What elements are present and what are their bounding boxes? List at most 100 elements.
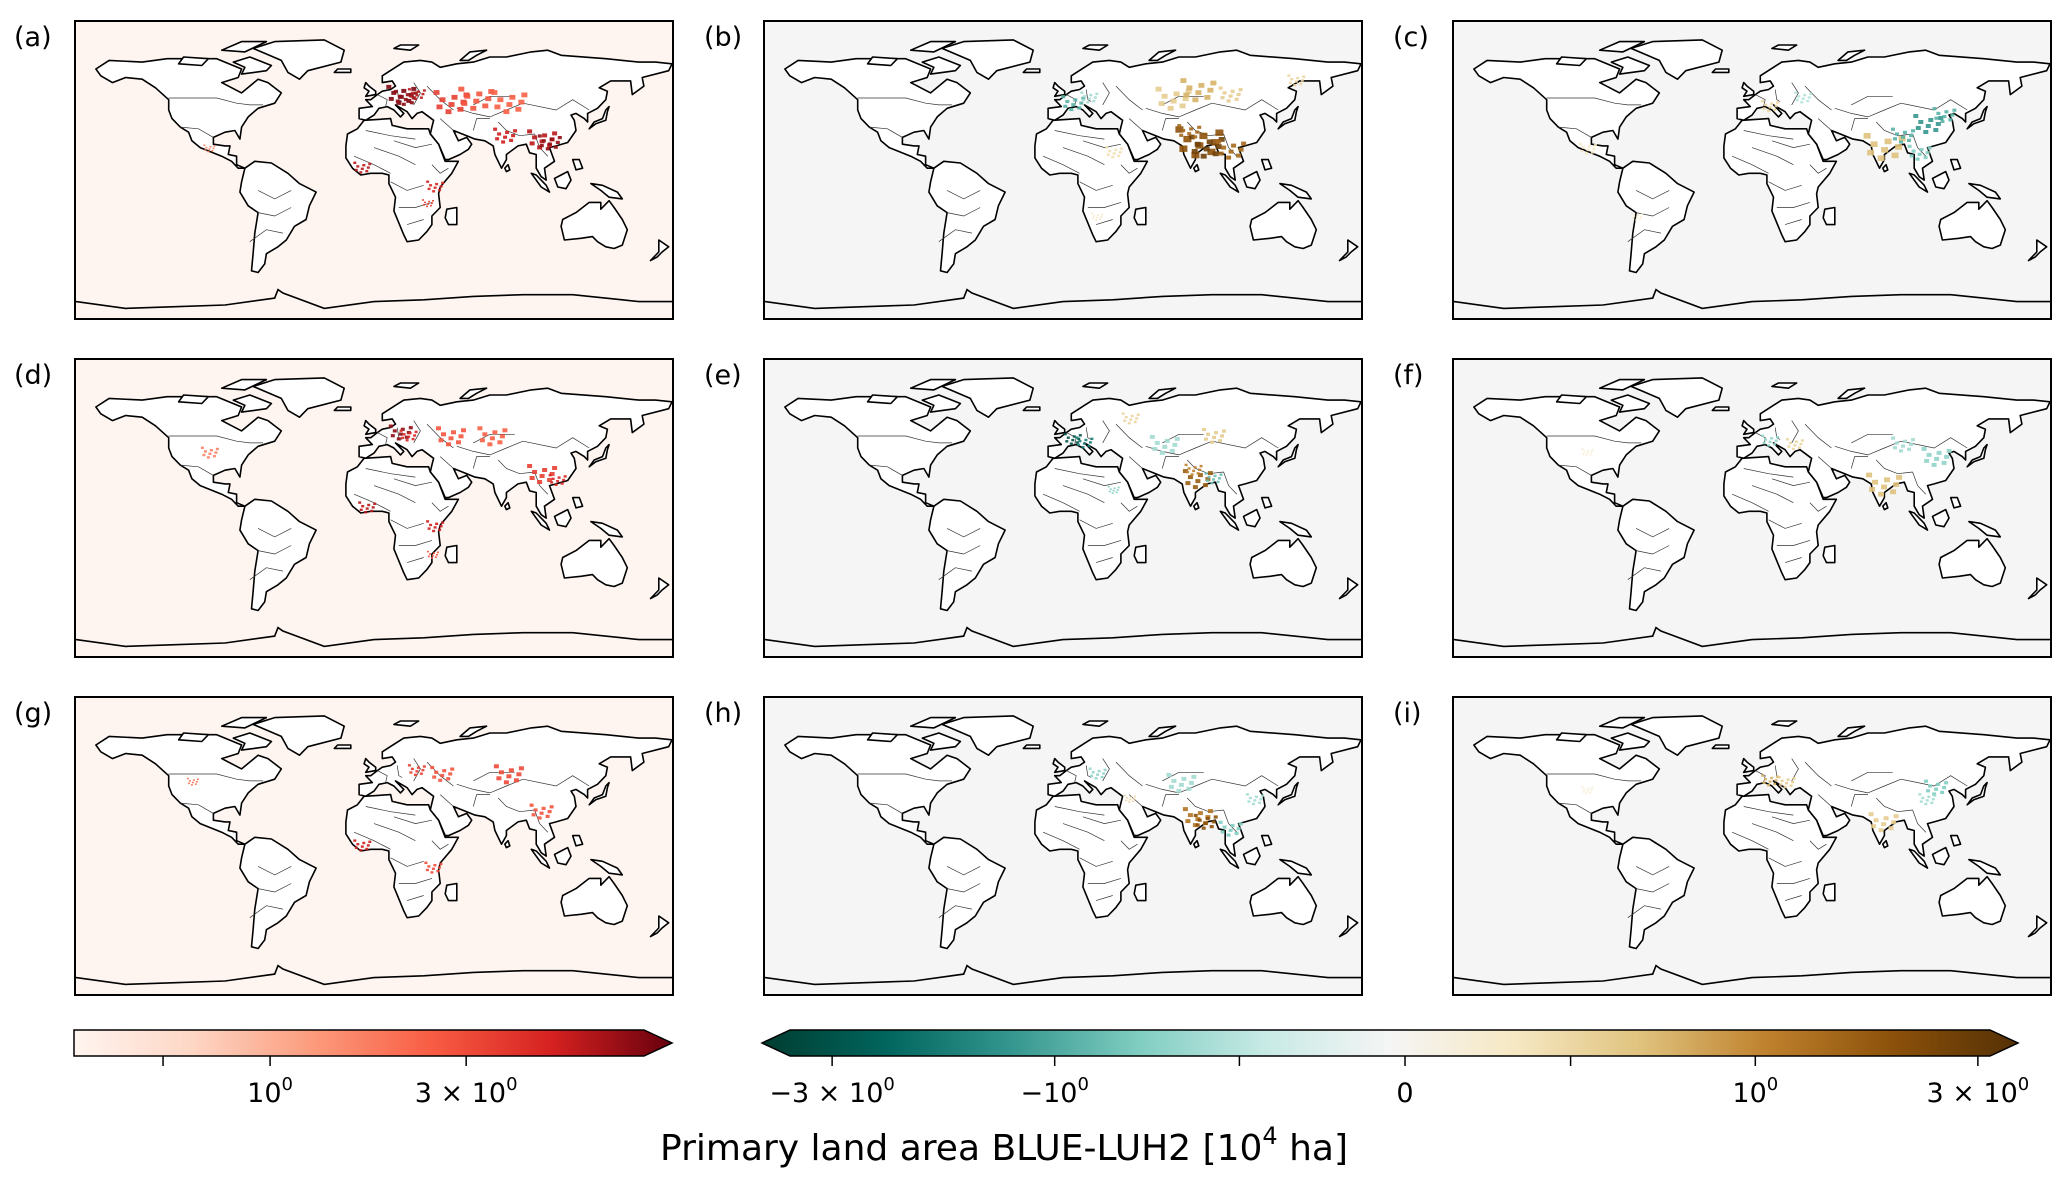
landmass-europeAsia bbox=[1047, 725, 1361, 857]
landmass-newGuinea bbox=[1279, 182, 1313, 200]
data-cell bbox=[435, 554, 438, 556]
antarctica-coast bbox=[76, 626, 672, 648]
colorbar-tick-label: 3 × 100 bbox=[1926, 1074, 2030, 1110]
data-cell bbox=[419, 772, 423, 775]
landmass-northAmerica bbox=[1473, 395, 1661, 507]
country-border bbox=[473, 771, 515, 782]
landmass-southAmerica bbox=[239, 836, 317, 950]
data-cell bbox=[1186, 85, 1193, 91]
data-cell bbox=[552, 131, 558, 136]
landmass-uk bbox=[1741, 81, 1755, 98]
country-border bbox=[373, 485, 416, 504]
data-cell bbox=[1288, 81, 1292, 84]
data-cell bbox=[1081, 96, 1086, 100]
data-cell bbox=[1593, 144, 1597, 147]
data-cell bbox=[1197, 818, 1202, 822]
data-cell bbox=[433, 526, 437, 529]
data-cell bbox=[505, 130, 510, 134]
landmass-svalbard bbox=[1771, 44, 1798, 52]
data-cell bbox=[497, 132, 502, 136]
data-cell bbox=[1774, 104, 1778, 108]
country-border bbox=[1162, 771, 1204, 782]
data-cell bbox=[1190, 473, 1194, 476]
data-cell bbox=[212, 455, 216, 458]
data-cell bbox=[1764, 778, 1768, 781]
landmass-sriLanka bbox=[1881, 839, 1889, 849]
data-cell bbox=[401, 436, 405, 440]
landmass-japan bbox=[1277, 443, 1299, 468]
data-cell bbox=[393, 89, 398, 94]
landmass-philippines bbox=[1260, 834, 1273, 847]
data-cell bbox=[1911, 149, 1916, 153]
data-cell bbox=[1218, 137, 1225, 142]
landmass-iceland bbox=[1022, 68, 1041, 74]
landmass-newGuinea bbox=[1968, 520, 2002, 538]
data-cell bbox=[1761, 774, 1765, 777]
country-border bbox=[1784, 895, 1802, 901]
data-cell bbox=[1934, 787, 1939, 791]
data-cell bbox=[1102, 772, 1106, 775]
map-panel bbox=[74, 358, 674, 658]
landmass-madagascar bbox=[1133, 544, 1147, 564]
colorbar-tick-label: 3 × 100 bbox=[414, 1074, 518, 1110]
data-cell bbox=[1097, 769, 1101, 773]
landmass-svalbard bbox=[1082, 382, 1109, 390]
data-cell bbox=[186, 777, 189, 780]
country-border bbox=[1087, 878, 1122, 884]
data-cell bbox=[1066, 436, 1070, 439]
country-border bbox=[1751, 147, 1794, 166]
data-cell bbox=[1069, 107, 1074, 112]
data-cell bbox=[1764, 438, 1768, 441]
data-cell bbox=[1189, 127, 1194, 131]
data-cell bbox=[1221, 145, 1227, 150]
data-cell bbox=[438, 528, 442, 531]
data-cell bbox=[1761, 100, 1765, 103]
landmass-indonesia bbox=[1219, 848, 1240, 869]
data-cell bbox=[1187, 467, 1191, 470]
data-cell bbox=[1096, 773, 1100, 776]
data-cell bbox=[1195, 479, 1201, 484]
landmass-novaya bbox=[1148, 49, 1177, 62]
country-border bbox=[1809, 840, 1827, 850]
data-cell bbox=[1194, 141, 1201, 147]
data-cell bbox=[396, 437, 401, 441]
data-cell bbox=[1932, 107, 1937, 111]
landmass-newZealand bbox=[1338, 239, 1359, 262]
data-cell bbox=[436, 104, 443, 110]
country-border bbox=[390, 181, 424, 191]
panel-label: (d) bbox=[14, 360, 53, 391]
data-cell bbox=[1090, 437, 1094, 440]
data-cell bbox=[1917, 152, 1922, 156]
data-cell bbox=[1191, 774, 1197, 779]
data-cell bbox=[411, 96, 416, 100]
landmass-victoriaIsl bbox=[1555, 732, 1588, 743]
country-border bbox=[180, 802, 214, 814]
landmass-philippines bbox=[1260, 158, 1273, 171]
map-panel bbox=[763, 358, 1363, 658]
data-cell bbox=[1878, 491, 1885, 497]
country-border bbox=[1791, 758, 1799, 782]
data-cell bbox=[509, 94, 516, 100]
landmass-baffin bbox=[1610, 732, 1651, 751]
data-cell bbox=[432, 190, 436, 193]
data-cell bbox=[1108, 490, 1111, 493]
data-cell bbox=[1783, 785, 1787, 789]
country-border bbox=[534, 809, 549, 833]
data-cell bbox=[1180, 78, 1187, 83]
data-cell bbox=[1197, 125, 1202, 129]
landmass-madagascar bbox=[444, 544, 458, 564]
country-border bbox=[1776, 540, 1811, 546]
data-cell bbox=[1762, 781, 1766, 784]
data-cell bbox=[421, 92, 425, 96]
country-border bbox=[1809, 502, 1827, 512]
country-border bbox=[1850, 118, 1868, 131]
country-border bbox=[249, 567, 283, 580]
data-cell bbox=[1247, 800, 1251, 803]
data-cell bbox=[562, 478, 566, 482]
country-border bbox=[1102, 758, 1110, 782]
landmass-newZealand bbox=[649, 577, 670, 600]
data-cell bbox=[550, 481, 554, 484]
country-border bbox=[1186, 459, 1224, 475]
country-border bbox=[258, 207, 292, 217]
country-border bbox=[1211, 437, 1279, 449]
